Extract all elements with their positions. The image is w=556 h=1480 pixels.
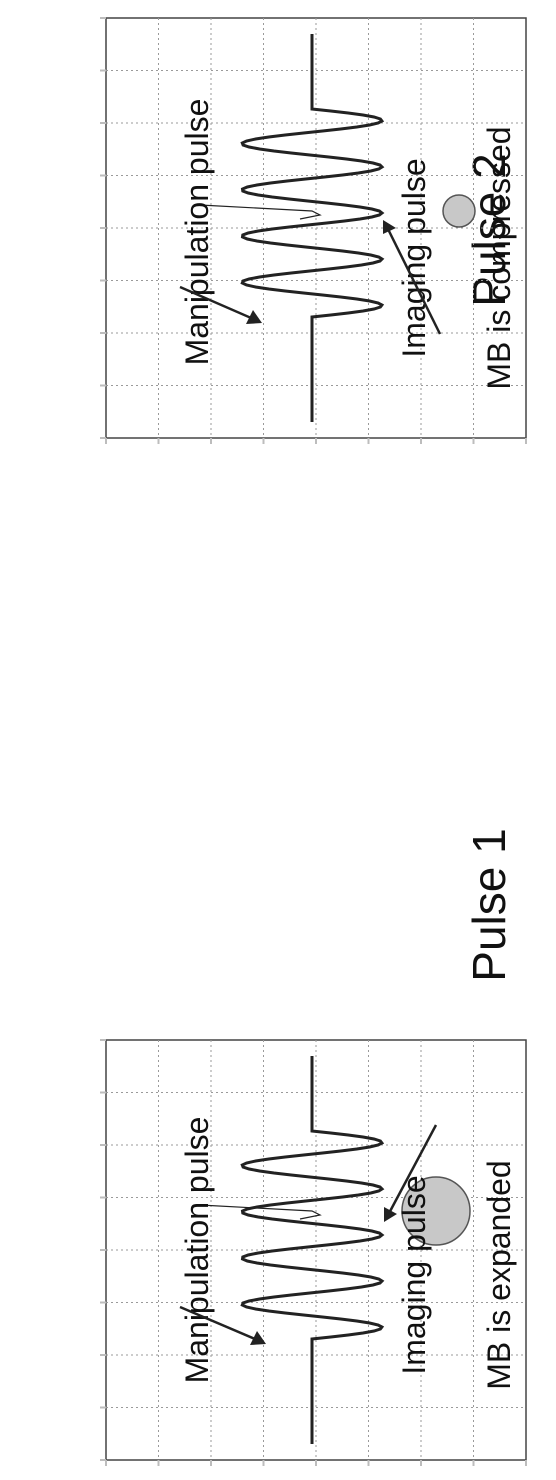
mb-state-label: MB is expanded — [481, 1160, 517, 1389]
grid — [106, 18, 526, 438]
manipulation-pulse-label: Manipulation pulse — [179, 1117, 215, 1384]
imaging-spike — [200, 205, 320, 219]
manipulation-pulse-label: Manipulation pulse — [179, 99, 215, 366]
imaging-pulse-label: Imaging pulse — [396, 1175, 432, 1374]
panel-pulse-1: Pulse 1 Manipulation pulse Imaging pulse… — [100, 828, 526, 1466]
panel-pulse-2: Pulse 2 Manipulation pulse Imaging pulse… — [100, 18, 526, 444]
grid — [106, 1040, 526, 1460]
microbubble-compressed — [443, 195, 475, 227]
panel-title: Pulse 1 — [463, 828, 515, 981]
mb-state-label: MB is compressed — [481, 126, 517, 389]
